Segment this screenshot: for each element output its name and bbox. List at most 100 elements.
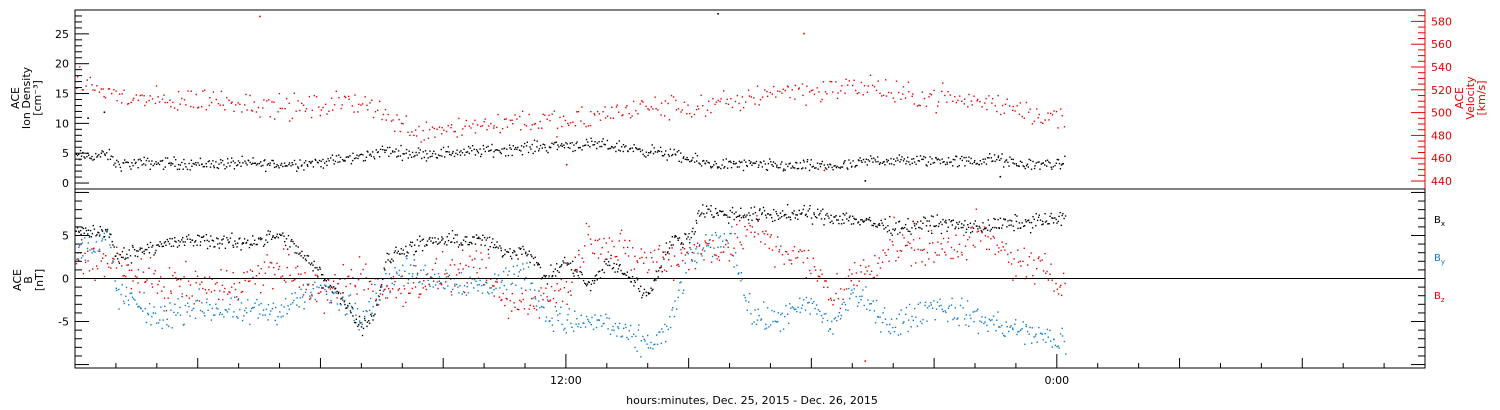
density-point: [968, 156, 970, 158]
by-point: [407, 279, 410, 281]
bz-point: [1007, 253, 1009, 256]
bx-point: [203, 240, 206, 242]
by-point: [968, 325, 970, 327]
by-point: [935, 308, 938, 310]
bx-point: [135, 250, 138, 252]
bz-point: [1013, 258, 1015, 260]
density-point: [496, 149, 499, 151]
by-point: [389, 291, 391, 294]
bx-point: [492, 238, 494, 240]
by-point: [789, 303, 791, 305]
bx-point: [362, 327, 365, 330]
bz-point: [940, 243, 942, 245]
bx-point: [789, 219, 792, 221]
density-point: [463, 148, 465, 150]
density-point: [704, 163, 707, 165]
bx-point: [434, 237, 436, 239]
by-point: [393, 284, 395, 286]
velocity-point: [208, 104, 210, 107]
bx-point: [202, 235, 205, 237]
density-point: [609, 147, 612, 150]
by-point: [110, 246, 112, 249]
by-point: [82, 255, 84, 257]
bx-point: [195, 240, 197, 242]
by-point: [534, 289, 536, 291]
density-axis-title-line: ACE: [9, 87, 22, 109]
bx-point: [686, 238, 688, 240]
bz-point: [193, 303, 195, 305]
velocity-point: [493, 125, 495, 127]
density-point: [542, 143, 544, 145]
by-point: [895, 318, 898, 320]
velocity-point: [190, 90, 192, 92]
bx-point: [554, 268, 556, 270]
by-point: [108, 236, 110, 238]
velocity-point: [789, 96, 791, 99]
by-point: [391, 282, 393, 285]
by-point: [755, 323, 758, 325]
bz-point: [546, 296, 548, 298]
density-point: [237, 164, 239, 166]
density-point: [991, 160, 993, 163]
by-point: [897, 334, 900, 336]
bx-point: [499, 245, 501, 247]
bx-point: [378, 295, 380, 298]
velocity-point: [390, 120, 393, 122]
density-point: [339, 161, 341, 163]
bz-point: [414, 286, 417, 288]
bx-point: [657, 276, 659, 278]
bz-point: [528, 308, 530, 310]
velocity-point: [1023, 117, 1025, 119]
density-point: [1035, 162, 1037, 164]
bx-point: [911, 227, 913, 229]
density-point: [776, 166, 778, 168]
velocity-point: [675, 109, 678, 111]
velocity-point: [1060, 108, 1062, 110]
velocity-point: [1040, 121, 1042, 124]
bx-point: [447, 239, 450, 242]
velocity-point: [837, 92, 839, 94]
bx-point: [418, 245, 420, 247]
bz-point: [1023, 247, 1025, 249]
bx-point: [481, 239, 483, 241]
density-point: [491, 143, 493, 146]
density-point: [943, 161, 945, 163]
bx-point: [487, 248, 490, 251]
density-point: [330, 157, 332, 159]
bz-point: [858, 280, 860, 282]
bz-point: [500, 299, 502, 302]
by-point: [237, 317, 239, 319]
by-point: [440, 282, 443, 285]
density-point: [280, 164, 282, 166]
by-point: [825, 312, 827, 315]
bz-point: [283, 248, 285, 250]
bx-point: [537, 262, 539, 265]
density-point: [104, 153, 106, 155]
by-point: [863, 304, 865, 307]
density-point: [687, 159, 689, 161]
bz-point: [977, 230, 980, 232]
velocity-point: [241, 111, 243, 113]
bz-point: [579, 266, 582, 268]
bz-point: [84, 252, 86, 254]
bx-point: [653, 279, 655, 282]
density-point: [1012, 162, 1014, 164]
by-point: [705, 234, 707, 236]
by-point: [574, 310, 576, 312]
velocity-point: [89, 76, 91, 79]
bx-point: [242, 242, 245, 244]
density-point: [172, 163, 174, 165]
bx-point: [843, 222, 845, 224]
by-point: [959, 304, 962, 307]
by-point: [147, 314, 150, 316]
by-point: [907, 319, 910, 321]
by-point: [304, 301, 306, 303]
bz-point: [887, 248, 889, 251]
density-point: [627, 150, 629, 153]
density-point: [933, 161, 936, 164]
bx-point: [329, 284, 332, 287]
bz-point: [627, 246, 629, 249]
by-point: [701, 255, 703, 257]
by-point: [243, 315, 245, 317]
bz-point: [509, 300, 511, 302]
